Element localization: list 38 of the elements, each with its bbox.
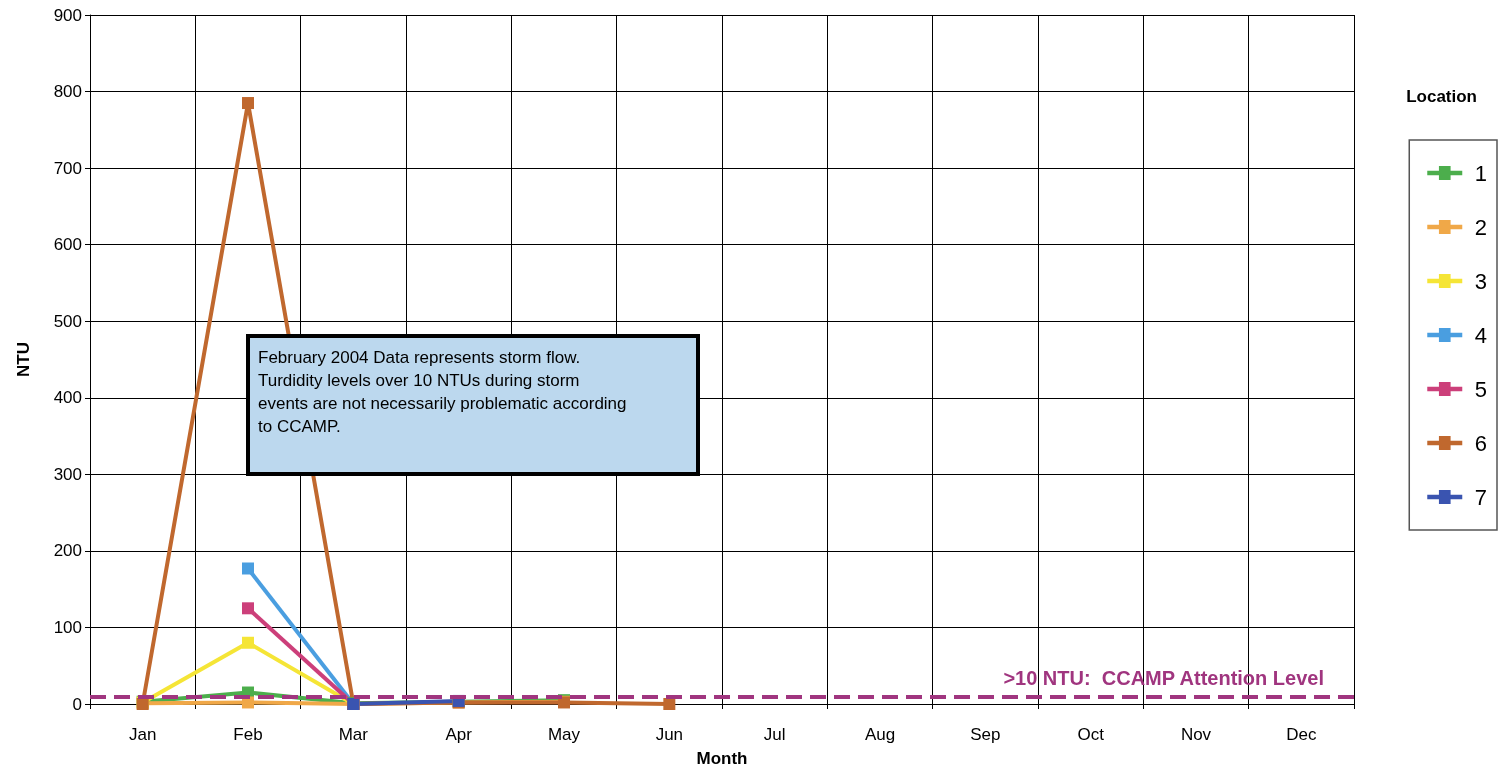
legend-label: 5 bbox=[1474, 376, 1488, 402]
legend-label: 7 bbox=[1474, 484, 1488, 510]
point bbox=[242, 636, 254, 649]
y-tick-label: 300 bbox=[53, 464, 82, 484]
legend-label: 1 bbox=[1474, 160, 1488, 186]
y-tick-label: 700 bbox=[53, 158, 82, 178]
y-tick-label: 0 bbox=[72, 694, 82, 714]
y-tick-label: 100 bbox=[53, 617, 82, 637]
y-tick-label: 500 bbox=[53, 311, 82, 331]
point bbox=[663, 698, 676, 710]
x-tick-label: Jun bbox=[655, 725, 684, 744]
y-tick-label: 600 bbox=[53, 235, 82, 255]
point bbox=[242, 602, 254, 615]
legend-title: Location bbox=[1406, 87, 1478, 106]
legend-label: 6 bbox=[1474, 430, 1488, 456]
legend-label: 4 bbox=[1474, 322, 1488, 348]
point bbox=[242, 562, 254, 575]
y-tick-label: 800 bbox=[53, 82, 82, 102]
y-tick-label: 900 bbox=[53, 5, 82, 25]
x-tick-label: Dec bbox=[1286, 725, 1317, 744]
x-tick-label: May bbox=[547, 725, 581, 744]
y-tick-label: 400 bbox=[53, 388, 82, 408]
x-tick-label: Apr bbox=[445, 725, 473, 744]
x-tick-label: Oct bbox=[1077, 725, 1105, 744]
x-tick-label: Feb bbox=[233, 725, 263, 744]
x-tick-label: Mar bbox=[338, 725, 369, 744]
callout-box: February 2004 Data represents storm flow. Turdidity levels over 10 NTUs during storm events are not necessarily problematic according to CCAMP. bbox=[246, 334, 700, 476]
y-axis-title: NTU bbox=[14, 342, 33, 377]
point bbox=[242, 97, 254, 110]
x-tick-label: Aug bbox=[864, 725, 896, 744]
x-tick-label: Nov bbox=[1180, 725, 1212, 744]
x-axis-title: Month bbox=[696, 749, 748, 768]
legend-label: 3 bbox=[1474, 268, 1488, 294]
y-tick-label: 200 bbox=[53, 541, 82, 561]
x-tick-label: Jul bbox=[763, 725, 786, 744]
x-tick-label: Sep bbox=[970, 725, 1001, 744]
x-tick-label: Jan bbox=[128, 725, 157, 744]
legend-label: 2 bbox=[1474, 214, 1488, 240]
